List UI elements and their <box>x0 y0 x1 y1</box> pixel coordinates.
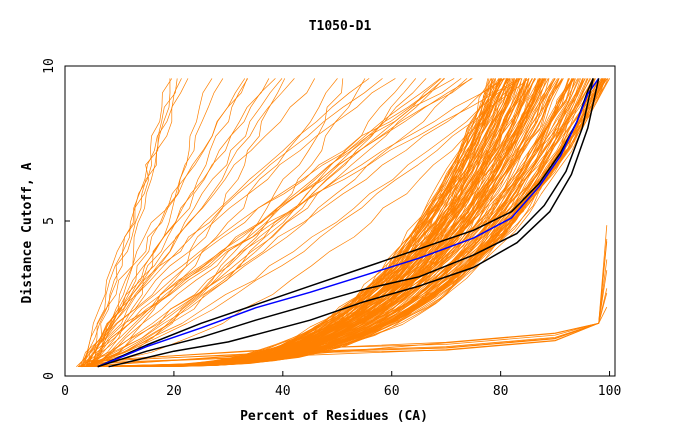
model-curve <box>85 78 173 367</box>
model-curve <box>80 78 370 367</box>
model-curve <box>87 78 522 368</box>
model-curve <box>94 78 338 367</box>
y-tick-label: 10 <box>42 58 57 74</box>
series-line-1 <box>97 77 600 368</box>
y-axis-label: Distance Cutoff, A <box>20 162 35 303</box>
chart-title: T1050-D1 <box>309 19 372 34</box>
model-curve <box>85 78 517 368</box>
model-curve <box>78 78 505 368</box>
model-curve <box>80 78 462 367</box>
x-tick-label: 0 <box>61 384 69 399</box>
model-curve <box>81 78 530 368</box>
model-curve <box>100 78 569 368</box>
x-axis: 0 20 40 60 80 100 <box>61 371 621 399</box>
model-curve <box>79 78 270 367</box>
model-curve <box>109 78 610 368</box>
model-curve <box>88 78 526 368</box>
y-tick-label: 0 <box>42 372 57 380</box>
x-tick-label: 100 <box>598 384 621 399</box>
model-curve <box>87 78 316 367</box>
model-curve <box>89 225 608 364</box>
model-curve <box>77 78 502 368</box>
model-curve <box>87 78 445 368</box>
model-curve <box>87 78 178 367</box>
model-curve <box>91 78 441 367</box>
model-curve <box>81 78 519 367</box>
model-curve <box>108 78 501 368</box>
model-curve <box>83 78 417 368</box>
model-curve <box>80 78 182 367</box>
model-curve <box>93 78 442 368</box>
y-axis: 0 5 10 <box>42 58 70 380</box>
model-curve <box>105 78 586 368</box>
model-curve <box>108 78 545 368</box>
x-tick-label: 40 <box>275 384 291 399</box>
x-tick-label: 80 <box>493 384 509 399</box>
model-curve <box>92 78 525 368</box>
model-curve <box>99 78 520 368</box>
model-curve <box>93 78 506 367</box>
model-curve <box>78 78 468 368</box>
model-curve <box>81 78 189 367</box>
bulk-lines-group <box>76 78 610 368</box>
x-axis-label: Percent of Residues (CA) <box>240 409 428 424</box>
model-curve <box>86 292 608 362</box>
model-curve <box>87 78 213 367</box>
model-curve <box>89 78 521 368</box>
model-curve <box>86 78 473 367</box>
model-curve <box>85 306 608 367</box>
highlight-lines-group <box>97 77 600 368</box>
y-tick-label: 5 <box>42 217 57 225</box>
x-tick-label: 60 <box>384 384 400 399</box>
model-curve <box>96 78 509 368</box>
x-tick-label: 20 <box>166 384 182 399</box>
model-curve <box>83 78 248 367</box>
model-curve <box>81 78 537 368</box>
series-line-2 <box>97 78 594 368</box>
model-curve <box>91 78 455 367</box>
model-curve <box>89 78 171 367</box>
model-curve <box>87 78 530 368</box>
model-curve <box>88 78 283 367</box>
model-curve <box>90 78 508 368</box>
model-curve <box>76 78 249 367</box>
series-line-3 <box>108 78 600 368</box>
model-curve <box>79 78 366 368</box>
model-curve <box>95 78 606 368</box>
model-curve <box>92 78 286 367</box>
model-curve <box>82 78 407 368</box>
model-curve <box>83 78 556 368</box>
model-curve <box>84 78 344 368</box>
model-curve <box>89 78 496 368</box>
